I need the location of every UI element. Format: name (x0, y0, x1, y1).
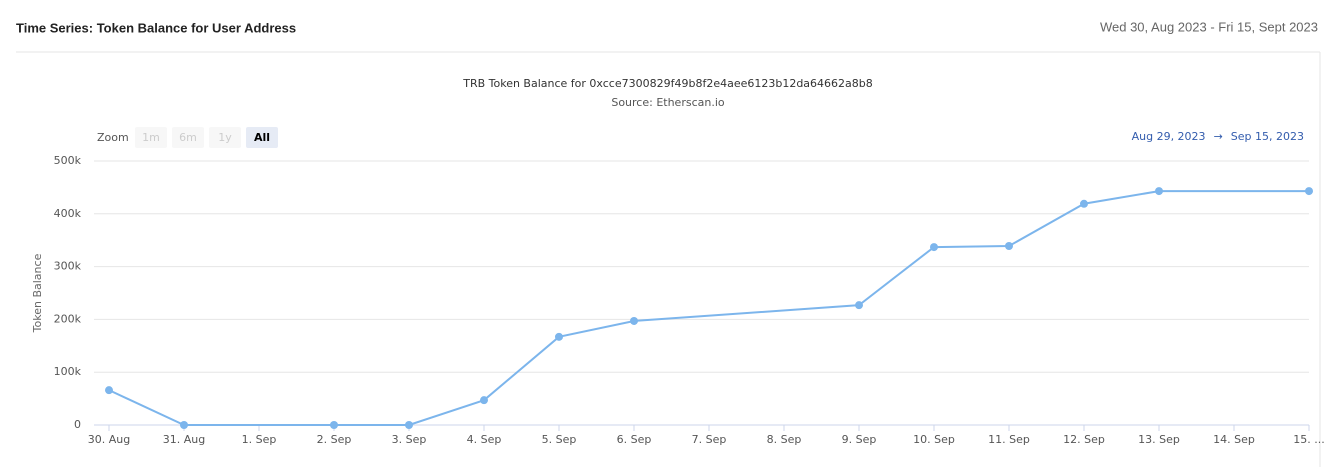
data-point (480, 396, 488, 405)
chart-title: TRB Token Balance for 0xcce7300829f49b8f… (462, 77, 873, 90)
chart-subtitle: Source: Etherscan.io (611, 96, 725, 109)
x-tick-label: 14. Sep (1213, 433, 1255, 446)
y-tick-label: 400k (54, 207, 82, 220)
data-point (330, 421, 338, 429)
range-arrow: → (1214, 130, 1223, 143)
y-tick-label: 0 (74, 418, 81, 431)
y-axis-label: Token Balance (31, 253, 44, 333)
x-tick-label: 15. ... (1293, 433, 1324, 446)
zoom-button[interactable]: 1y (209, 127, 241, 148)
y-tick-label: 200k (54, 312, 82, 325)
zoom-button[interactable]: All (246, 127, 278, 148)
zoom-button-bg (172, 127, 204, 148)
zoom-button[interactable]: 1m (135, 127, 167, 148)
data-point (1155, 187, 1163, 196)
zoom-button-bg (135, 127, 167, 148)
data-point (1005, 242, 1013, 251)
x-tick-label: 30. Aug (88, 433, 130, 446)
header-title: Time Series: Token Balance for User Addr… (16, 20, 296, 35)
zoom-button-label: 1y (218, 131, 232, 144)
x-tick-label: 8. Sep (767, 433, 802, 446)
x-tick-label: 4. Sep (467, 433, 502, 446)
data-point (1305, 187, 1313, 196)
zoom-button-label: 6m (179, 131, 197, 144)
data-point (105, 386, 113, 395)
header-date-range: Wed 30, Aug 2023 - Fri 15, Sept 2023 (1100, 19, 1318, 34)
zoom-button-label: All (254, 131, 270, 144)
data-point (405, 421, 413, 429)
data-point (930, 243, 938, 252)
data-point (1080, 199, 1088, 208)
x-tick-label: 9. Sep (842, 433, 877, 446)
data-point (555, 332, 563, 341)
zoom-button-label: 1m (142, 131, 160, 144)
x-tick-label: 3. Sep (392, 433, 427, 446)
x-tick-label: 6. Sep (617, 433, 652, 446)
data-point (630, 316, 638, 325)
zoom-button-bg (209, 127, 241, 148)
y-tick-label: 300k (54, 260, 82, 273)
range-to: Sep 15, 2023 (1231, 130, 1304, 143)
zoom-button[interactable]: 6m (172, 127, 204, 148)
series-line (108, 190, 1309, 426)
x-tick-label: 7. Sep (692, 433, 727, 446)
x-tick-label: 2. Sep (317, 433, 352, 446)
x-tick-label: 1. Sep (242, 433, 277, 446)
x-tick-label: 5. Sep (542, 433, 577, 446)
range-from: Aug 29, 2023 (1132, 130, 1206, 143)
zoom-label: Zoom (97, 131, 129, 144)
x-tick-label: 11. Sep (988, 433, 1030, 446)
y-tick-label: 100k (54, 365, 82, 378)
x-tick-label: 13. Sep (1138, 433, 1180, 446)
x-tick-label: 12. Sep (1063, 433, 1105, 446)
data-point (855, 301, 863, 310)
y-tick-label: 500k (54, 154, 82, 167)
zoom-button-bg (246, 127, 278, 148)
data-point (180, 421, 188, 429)
range-display: Aug 29, 2023 → Sep 15, 2023 (1132, 130, 1304, 143)
x-tick-label: 10. Sep (913, 433, 955, 446)
x-tick-label: 31. Aug (163, 433, 205, 446)
